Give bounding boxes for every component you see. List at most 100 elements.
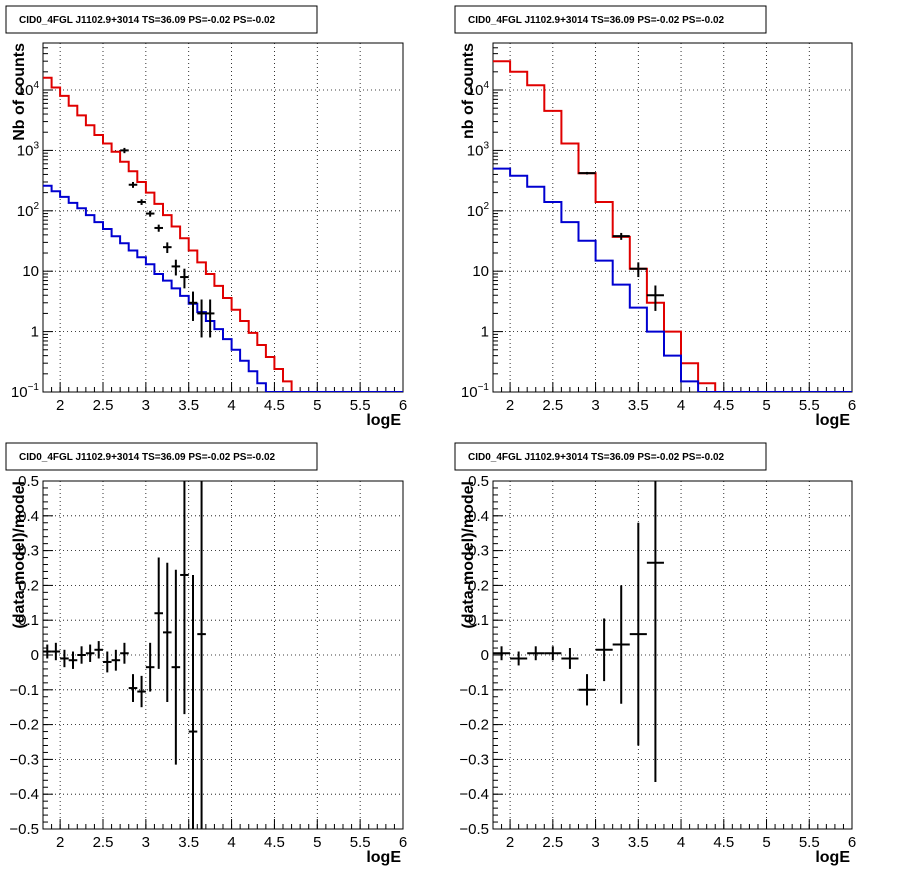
title-box bbox=[5, 442, 318, 471]
y-tick-label: 10−1 bbox=[461, 382, 490, 401]
y-tick-label: 103 bbox=[17, 140, 40, 159]
x-tick-label: 3 bbox=[591, 834, 599, 851]
y-tick-label: 102 bbox=[17, 201, 40, 220]
x-tick-label: 3.5 bbox=[628, 397, 649, 414]
x-tick-label: 5.5 bbox=[799, 834, 820, 851]
plot-area bbox=[43, 481, 206, 829]
x-tick-label: 4.5 bbox=[713, 834, 734, 851]
plot-area bbox=[493, 60, 852, 392]
y-tick-label: 0 bbox=[481, 647, 489, 664]
y-tick-label: 104 bbox=[467, 80, 490, 99]
x-tick-label: 2.5 bbox=[542, 397, 563, 414]
x-tick-label: 4.5 bbox=[264, 397, 285, 414]
x-tick-label: 2.5 bbox=[93, 834, 114, 851]
plot-area bbox=[43, 76, 403, 392]
background-histogram bbox=[43, 184, 403, 392]
title-box bbox=[454, 442, 767, 471]
x-tick-label: 5 bbox=[313, 397, 321, 414]
y-tick-base: 10 bbox=[17, 82, 34, 99]
chart-title: CID0_4FGL J1102.9+3014 TS=36.09 PS=-0.02… bbox=[19, 15, 276, 26]
x-tick-label: 4.5 bbox=[713, 397, 734, 414]
x-tick-label: 2 bbox=[56, 397, 64, 414]
x-tick-label: 5.5 bbox=[799, 397, 820, 414]
model-histogram bbox=[43, 76, 403, 392]
y-tick-label: 0.3 bbox=[18, 543, 39, 560]
x-tick-label: 5.5 bbox=[350, 834, 371, 851]
plot-area bbox=[493, 481, 664, 783]
chart-panel-1: 2 2.5 3 3.5 4 4.5 5 5.5 610−1110102103104CID0_4F… bbox=[5, 5, 407, 429]
x-tick-label: 4.5 bbox=[264, 834, 285, 851]
y-tick-label: 0.1 bbox=[468, 612, 489, 629]
x-tick-label: 2 bbox=[56, 834, 64, 851]
y-tick-exponent: 4 bbox=[33, 80, 39, 91]
x-tick-label: 4 bbox=[677, 834, 685, 851]
y-tick-label: −0.5 bbox=[9, 821, 39, 838]
x-tick-label: 6 bbox=[848, 397, 856, 414]
x-axis-label: logE bbox=[366, 412, 401, 429]
y-tick-label: 1 bbox=[31, 324, 39, 341]
y-tick-label: 0.4 bbox=[468, 508, 489, 525]
y-tick-label: 0.3 bbox=[468, 543, 489, 560]
y-axis-label: (data-model)/model bbox=[460, 481, 477, 629]
y-tick-exponent: 3 bbox=[483, 140, 489, 151]
y-tick-base: 1 bbox=[481, 324, 489, 341]
x-axis-label: logE bbox=[366, 849, 401, 866]
x-tick-label: 6 bbox=[399, 397, 407, 414]
x-tick-label: 5 bbox=[762, 397, 770, 414]
y-tick-label: 0.2 bbox=[468, 577, 489, 594]
x-tick-label: 6 bbox=[399, 834, 407, 851]
x-tick-label: 6 bbox=[848, 834, 856, 851]
y-tick-base: 10 bbox=[467, 142, 484, 159]
y-tick-label: 0.2 bbox=[18, 577, 39, 594]
y-tick-label: 0.5 bbox=[468, 473, 489, 490]
y-axis-label: Nb of counts bbox=[11, 43, 28, 141]
chart-panel-3: 2 2.5 3 3.5 4 4.5 5 5.5 6 −0.5 −0.4 −0.3 −0.2 −0.1 0 0.… bbox=[5, 442, 407, 866]
y-tick-exponent: −1 bbox=[478, 382, 490, 393]
y-axis-label: (data-model)/model bbox=[11, 481, 28, 629]
x-tick-label: 4 bbox=[677, 397, 685, 414]
y-tick-exponent: −1 bbox=[28, 382, 40, 393]
y-tick-exponent: 2 bbox=[33, 201, 39, 212]
x-tick-label: 4 bbox=[227, 834, 235, 851]
y-tick-label: 10 bbox=[22, 263, 39, 280]
y-tick-base: 10 bbox=[467, 82, 484, 99]
y-axis-label: nb of counts bbox=[460, 43, 477, 139]
y-tick-exponent: 4 bbox=[483, 80, 489, 91]
y-tick-label: 102 bbox=[467, 201, 490, 220]
y-tick-label: −0.4 bbox=[9, 786, 39, 803]
plot-frame bbox=[492, 480, 853, 830]
y-tick-base: 1 bbox=[31, 324, 39, 341]
y-tick-label: 0 bbox=[31, 647, 39, 664]
y-tick-base: 10 bbox=[472, 263, 489, 280]
y-tick-label: −0.2 bbox=[9, 717, 39, 734]
y-tick-label: 104 bbox=[17, 80, 40, 99]
x-tick-label: 3.5 bbox=[628, 834, 649, 851]
x-tick-label: 3 bbox=[142, 397, 150, 414]
x-tick-label: 5.5 bbox=[350, 397, 371, 414]
y-tick-label: 1 bbox=[481, 324, 489, 341]
x-tick-label: 3 bbox=[142, 834, 150, 851]
chart-title: CID0_4FGL J1102.9+3014 TS=36.09 PS=-0.02… bbox=[19, 452, 276, 463]
x-tick-label: 3 bbox=[591, 397, 599, 414]
x-tick-label: 2 bbox=[506, 397, 514, 414]
chart-title: CID0_4FGL J1102.9+3014 TS=36.09 PS=-0.02… bbox=[468, 15, 725, 26]
y-tick-exponent: 2 bbox=[483, 201, 489, 212]
x-tick-label: 5 bbox=[313, 834, 321, 851]
x-tick-label: 5 bbox=[762, 834, 770, 851]
y-tick-label: −0.3 bbox=[9, 751, 39, 768]
y-tick-label: −0.3 bbox=[459, 751, 489, 768]
y-tick-base: 10 bbox=[467, 203, 484, 220]
y-tick-base: 10 bbox=[11, 384, 28, 401]
title-box bbox=[5, 5, 318, 34]
y-tick-label: 0.4 bbox=[18, 508, 39, 525]
y-tick-label: 103 bbox=[467, 140, 490, 159]
model-histogram bbox=[493, 60, 852, 392]
y-tick-exponent: 3 bbox=[33, 140, 39, 151]
y-tick-base: 10 bbox=[461, 384, 478, 401]
y-tick-base: 10 bbox=[17, 203, 34, 220]
title-box bbox=[454, 5, 767, 34]
chart-title: CID0_4FGL J1102.9+3014 TS=36.09 PS=-0.02… bbox=[468, 452, 725, 463]
y-tick-label: 0.1 bbox=[18, 612, 39, 629]
y-tick-label: 10 bbox=[472, 263, 489, 280]
x-tick-label: 3.5 bbox=[178, 834, 199, 851]
